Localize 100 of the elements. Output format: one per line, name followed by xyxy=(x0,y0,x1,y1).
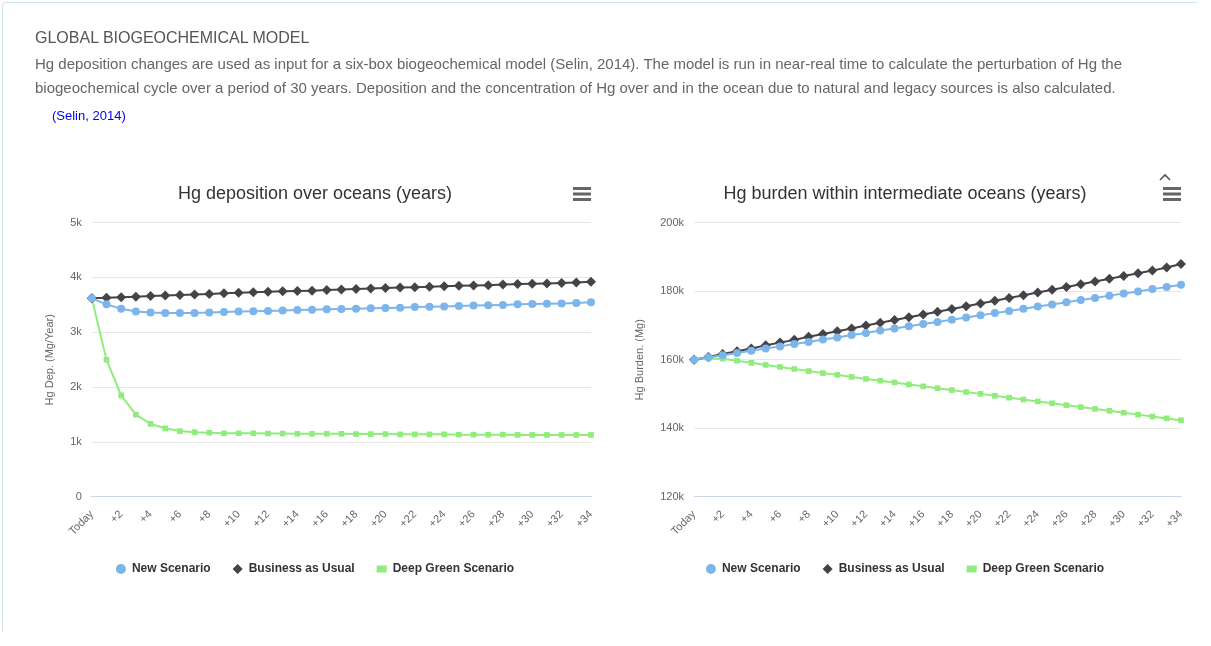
x-tick-label: +30 xyxy=(1105,507,1128,530)
point xyxy=(174,290,185,301)
point xyxy=(544,432,550,438)
point xyxy=(351,283,362,294)
x-tick-label: +4 xyxy=(737,507,755,526)
point xyxy=(263,286,273,297)
point xyxy=(1004,293,1015,304)
point xyxy=(818,335,827,344)
point xyxy=(777,364,783,370)
point xyxy=(903,312,914,323)
point xyxy=(790,339,799,348)
point xyxy=(904,322,913,331)
point xyxy=(1075,279,1086,290)
point xyxy=(1091,294,1100,303)
point xyxy=(161,309,170,318)
x-tick-label: +32 xyxy=(543,507,566,530)
point xyxy=(977,391,984,397)
x-tick-label: +34 xyxy=(1162,507,1185,530)
point xyxy=(177,428,183,434)
point xyxy=(962,313,971,322)
x-tick-label: +34 xyxy=(572,507,595,530)
x-tick-label: +14 xyxy=(876,507,899,530)
point xyxy=(1090,276,1101,287)
point xyxy=(190,309,199,318)
point xyxy=(1092,406,1098,412)
point xyxy=(975,298,986,309)
point xyxy=(991,392,998,399)
point xyxy=(456,431,462,438)
y-tick-label: 5k xyxy=(70,215,83,228)
point xyxy=(308,305,317,314)
point xyxy=(321,285,332,296)
x-tick-label: +6 xyxy=(766,507,784,526)
point xyxy=(963,389,969,395)
legend-label: New Scenario xyxy=(721,561,801,576)
point xyxy=(160,290,171,301)
point xyxy=(848,374,855,380)
point xyxy=(571,277,582,288)
point xyxy=(1006,394,1012,401)
point xyxy=(918,309,929,320)
point xyxy=(1033,302,1042,311)
y-tick-label: 200k xyxy=(660,215,685,228)
y-tick-label: 140k xyxy=(660,421,685,434)
point xyxy=(130,291,141,302)
point xyxy=(235,430,242,437)
point xyxy=(989,295,1000,306)
legend-label: Deep Green Scenario xyxy=(982,561,1105,576)
point xyxy=(588,432,594,438)
point xyxy=(250,430,257,437)
point xyxy=(382,431,389,437)
point xyxy=(411,431,418,438)
point xyxy=(233,287,244,298)
point xyxy=(498,300,507,309)
x-tick-label: +22 xyxy=(991,507,1013,530)
y-axis-title: Hg Burden. (Mg) xyxy=(632,319,645,401)
y-tick-label: 0 xyxy=(75,489,82,502)
point xyxy=(1076,296,1085,305)
point xyxy=(1061,282,1072,293)
point xyxy=(425,302,434,311)
x-tick-label: +20 xyxy=(367,507,390,530)
point xyxy=(191,429,198,435)
point xyxy=(820,370,826,376)
point xyxy=(1119,289,1128,298)
point xyxy=(734,357,740,364)
point xyxy=(875,317,886,328)
point xyxy=(527,278,538,289)
point xyxy=(381,303,390,312)
point xyxy=(131,307,140,316)
point xyxy=(990,309,999,318)
point xyxy=(513,300,522,309)
x-tick-label: +10 xyxy=(819,507,841,530)
point xyxy=(876,326,885,335)
point xyxy=(587,298,595,307)
point xyxy=(860,320,871,331)
point xyxy=(484,301,493,310)
point xyxy=(1049,400,1055,407)
x-tick-label: +16 xyxy=(905,507,927,530)
point xyxy=(976,311,985,320)
x-tick-label: +26 xyxy=(455,507,478,530)
x-tick-label: +30 xyxy=(514,507,536,530)
point xyxy=(863,376,869,382)
point xyxy=(221,430,227,437)
x-tick-label: +16 xyxy=(308,507,331,530)
x-tick-label: +18 xyxy=(337,507,360,530)
point xyxy=(440,302,449,311)
point xyxy=(1018,290,1029,301)
point xyxy=(961,301,972,312)
point xyxy=(293,306,302,315)
point xyxy=(1178,417,1184,424)
x-tick-label: +2 xyxy=(708,507,727,526)
point xyxy=(834,372,841,378)
point xyxy=(920,383,927,390)
x-tick-label: +2 xyxy=(107,507,125,526)
point xyxy=(439,281,450,292)
point xyxy=(264,306,272,315)
point xyxy=(485,431,492,438)
point xyxy=(528,300,537,309)
point xyxy=(1147,265,1158,276)
point xyxy=(294,430,301,437)
point xyxy=(1019,304,1028,313)
point xyxy=(102,300,111,309)
